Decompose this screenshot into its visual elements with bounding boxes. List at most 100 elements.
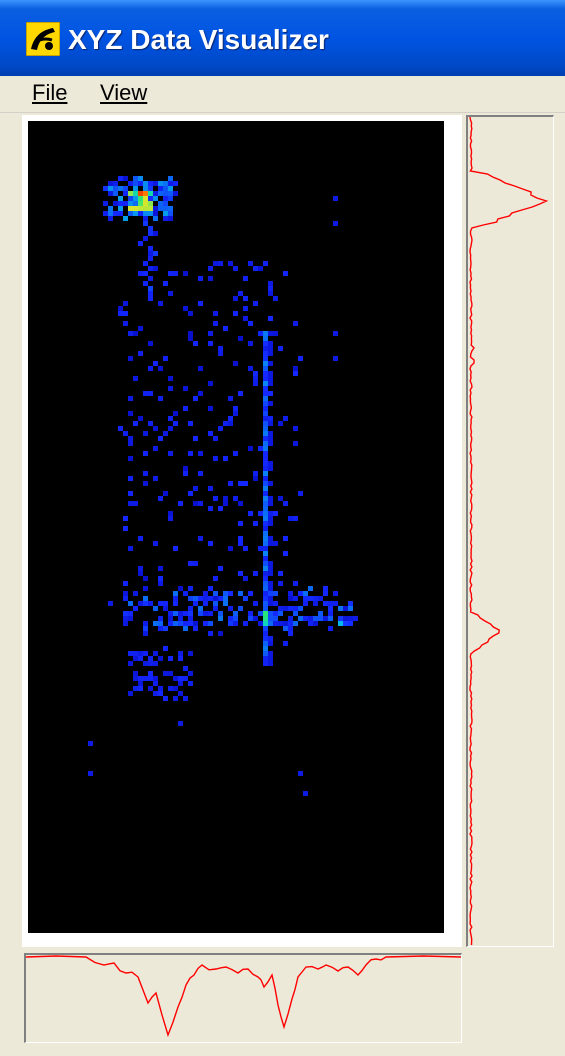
- heatmap-cell: [203, 611, 208, 616]
- heatmap-cell: [188, 616, 193, 621]
- heatmap-cell: [173, 411, 178, 416]
- heatmap-cell: [163, 601, 168, 606]
- heatmap-cell: [263, 446, 268, 451]
- density-plot[interactable]: [28, 121, 444, 933]
- heatmap-cell: [263, 576, 268, 581]
- heatmap-cell: [263, 641, 268, 646]
- heatmap-cell: [228, 606, 233, 611]
- heatmap-cell: [253, 376, 258, 381]
- heatmap-cell: [163, 431, 168, 436]
- heatmap-cell: [158, 366, 163, 371]
- heatmap-cell: [158, 191, 163, 196]
- heatmap-cell: [293, 441, 298, 446]
- heatmap-cell: [178, 621, 183, 626]
- heatmap-cell: [273, 541, 278, 546]
- heatmap-cell: [283, 271, 288, 276]
- heatmap-cell: [148, 256, 153, 261]
- heatmap-cell: [313, 601, 318, 606]
- menu-view[interactable]: View: [100, 80, 147, 106]
- heatmap-cell: [213, 436, 218, 441]
- heatmap-cell: [213, 321, 218, 326]
- heatmap-cell: [268, 416, 273, 421]
- heatmap-cell: [133, 181, 138, 186]
- heatmap-cell: [183, 611, 188, 616]
- heatmap-cell: [138, 326, 143, 331]
- heatmap-cell: [283, 641, 288, 646]
- heatmap-cell: [128, 456, 133, 461]
- heatmap-cell: [153, 541, 158, 546]
- heatmap-cell: [203, 601, 208, 606]
- heatmap-cell: [268, 291, 273, 296]
- heatmap-cell: [148, 246, 153, 251]
- heatmap-cell: [158, 656, 163, 661]
- heatmap-cell: [173, 181, 178, 186]
- heatmap-cell: [268, 616, 273, 621]
- heatmap-cell: [333, 221, 338, 226]
- heatmap-cell: [288, 606, 293, 611]
- heatmap-cell: [168, 206, 173, 211]
- heatmap-cell: [158, 566, 163, 571]
- heatmap-cell: [333, 591, 338, 596]
- heatmap-cell: [268, 636, 273, 641]
- heatmap-cell: [198, 596, 203, 601]
- heatmap-cell: [118, 196, 123, 201]
- heatmap-cell: [158, 686, 163, 691]
- heatmap-cell: [198, 276, 203, 281]
- heatmap-cell: [133, 376, 138, 381]
- heatmap-cell: [268, 351, 273, 356]
- heatmap-cell: [278, 581, 283, 586]
- heatmap-cell: [228, 591, 233, 596]
- heatmap-cell: [263, 456, 268, 461]
- heatmap-cell: [263, 521, 268, 526]
- heatmap-cell: [123, 591, 128, 596]
- heatmap-cell: [263, 566, 268, 571]
- heatmap-cell: [323, 586, 328, 591]
- heatmap-cell: [168, 426, 173, 431]
- heatmap-cell: [128, 601, 133, 606]
- heatmap-cell: [143, 621, 148, 626]
- heatmap-cell: [178, 611, 183, 616]
- heatmap-cell: [138, 201, 143, 206]
- heatmap-cell: [143, 626, 148, 631]
- heatmap-cell: [123, 186, 128, 191]
- heatmap-cell: [193, 621, 198, 626]
- heatmap-cell: [208, 596, 213, 601]
- menu-file[interactable]: File: [32, 80, 67, 106]
- heatmap-cell: [238, 571, 243, 576]
- heatmap-cell: [278, 421, 283, 426]
- heatmap-cell: [173, 676, 178, 681]
- heatmap-cell: [128, 206, 133, 211]
- heatmap-cell: [198, 451, 203, 456]
- heatmap-cell: [243, 481, 248, 486]
- heatmap-cell: [263, 536, 268, 541]
- heatmap-cell: [268, 281, 273, 286]
- heatmap-cell: [318, 596, 323, 601]
- heatmap-cell: [263, 661, 268, 666]
- heatmap-cell: [203, 596, 208, 601]
- heatmap-cell: [293, 606, 298, 611]
- heatmap-cell: [208, 506, 213, 511]
- heatmap-cell: [153, 681, 158, 686]
- heatmap-cell: [268, 621, 273, 626]
- heatmap-cell: [268, 581, 273, 586]
- heatmap-cell: [268, 346, 273, 351]
- heatmap-cell: [263, 461, 268, 466]
- title-bar[interactable]: XYZ Data Visualizer: [0, 0, 565, 76]
- heatmap-cell: [268, 401, 273, 406]
- heatmap-cell: [163, 281, 168, 286]
- heatmap-cell: [128, 356, 133, 361]
- heatmap-cell: [118, 306, 123, 311]
- heatmap-cell: [133, 176, 138, 181]
- heatmap-cell: [313, 596, 318, 601]
- heatmap-cell: [163, 201, 168, 206]
- heatmap-cell: [133, 206, 138, 211]
- heatmap-cell: [138, 416, 143, 421]
- heatmap-cell: [353, 616, 358, 621]
- vertical-profile-trace: [469, 117, 549, 946]
- heatmap-cell: [233, 496, 238, 501]
- heatmap-cell: [158, 621, 163, 626]
- heatmap-cell: [343, 621, 348, 626]
- heatmap-cell: [168, 451, 173, 456]
- heatmap-cell: [118, 186, 123, 191]
- heatmap-cell: [313, 616, 318, 621]
